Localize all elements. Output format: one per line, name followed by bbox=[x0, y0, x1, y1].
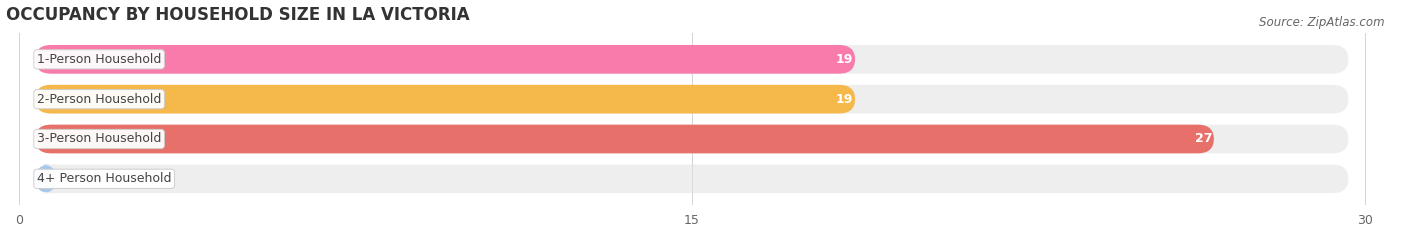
FancyBboxPatch shape bbox=[35, 85, 1348, 113]
Text: 0: 0 bbox=[91, 172, 98, 185]
Text: 27: 27 bbox=[1195, 133, 1212, 145]
Text: 4+ Person Household: 4+ Person Household bbox=[37, 172, 172, 185]
Text: 1-Person Household: 1-Person Household bbox=[37, 53, 162, 66]
FancyBboxPatch shape bbox=[35, 45, 855, 74]
FancyBboxPatch shape bbox=[35, 85, 855, 113]
FancyBboxPatch shape bbox=[35, 125, 1213, 153]
FancyBboxPatch shape bbox=[35, 125, 1348, 153]
Text: 19: 19 bbox=[837, 53, 853, 66]
FancyBboxPatch shape bbox=[35, 45, 1348, 74]
FancyBboxPatch shape bbox=[35, 164, 56, 193]
Text: OCCUPANCY BY HOUSEHOLD SIZE IN LA VICTORIA: OCCUPANCY BY HOUSEHOLD SIZE IN LA VICTOR… bbox=[6, 6, 470, 24]
Text: 3-Person Household: 3-Person Household bbox=[37, 133, 162, 145]
FancyBboxPatch shape bbox=[35, 164, 1348, 193]
Text: 19: 19 bbox=[837, 93, 853, 106]
Text: Source: ZipAtlas.com: Source: ZipAtlas.com bbox=[1260, 16, 1385, 29]
Text: 2-Person Household: 2-Person Household bbox=[37, 93, 162, 106]
